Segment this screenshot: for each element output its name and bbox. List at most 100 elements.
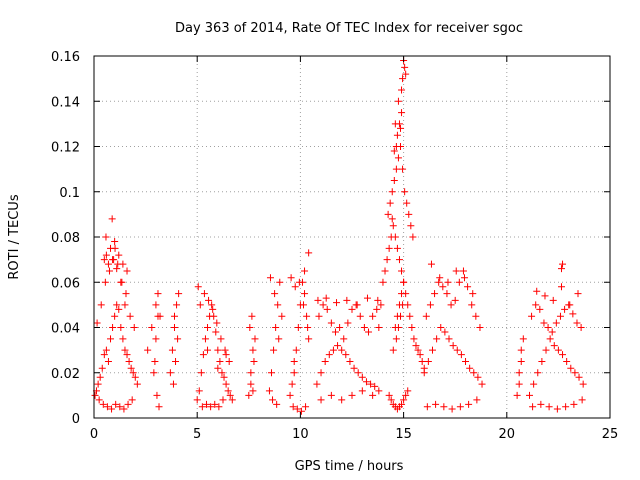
grid-lines [94, 56, 610, 418]
x-tick-label: 25 [602, 427, 619, 442]
data-point [544, 324, 552, 331]
data-point [170, 312, 178, 320]
data-point [266, 274, 274, 282]
data-point [170, 324, 178, 331]
data-point [210, 312, 218, 320]
data-point [125, 357, 133, 365]
data-point [440, 403, 448, 411]
data-point [273, 400, 281, 408]
data-point [397, 312, 405, 320]
data-point [392, 335, 400, 343]
data-point [402, 70, 410, 78]
data-point [123, 267, 131, 275]
x-tick-label: 15 [395, 427, 412, 442]
data-point [574, 290, 582, 298]
data-point [245, 391, 253, 399]
data-point [346, 357, 354, 365]
data-point [121, 301, 129, 309]
data-point [571, 369, 579, 377]
data-point [391, 120, 399, 128]
data-point [468, 301, 476, 309]
data-point [338, 346, 346, 354]
data-point [133, 380, 141, 388]
data-point [562, 403, 570, 411]
data-point [108, 215, 116, 223]
data-point [399, 75, 407, 83]
data-point [401, 188, 409, 196]
data-point [350, 364, 358, 372]
data-point [393, 244, 401, 252]
data-point [422, 312, 430, 320]
data-point [533, 287, 541, 295]
y-tick-label: 0.06 [51, 276, 80, 291]
data-point [305, 249, 313, 257]
data-point [455, 278, 463, 286]
data-point [103, 403, 111, 411]
data-point [322, 294, 330, 302]
data-point [216, 357, 224, 365]
data-point [299, 301, 307, 309]
data-point [128, 396, 136, 404]
y-axis-label: ROTI / TECUs [7, 194, 22, 279]
data-point [104, 357, 112, 365]
data-point [213, 319, 221, 327]
y-tick-labels: 0 0.02 0.04 0.06 0.08 0.1 0.12 0.14 0.16 [51, 50, 80, 427]
data-point [327, 319, 335, 327]
data-point [517, 357, 525, 365]
data-point [224, 387, 232, 395]
data-point [375, 387, 383, 395]
data-point [400, 396, 408, 404]
data-point [113, 301, 121, 309]
data-point [286, 391, 294, 399]
data-point [549, 296, 557, 304]
data-point [226, 391, 234, 399]
data-point [246, 324, 254, 331]
data-point [194, 283, 202, 291]
data-point [569, 310, 577, 318]
data-point [222, 351, 230, 359]
data-point [399, 301, 407, 309]
data-point [340, 335, 348, 343]
data-point [120, 405, 128, 413]
data-point [420, 369, 428, 377]
data-point [427, 260, 435, 268]
data-point [579, 380, 587, 388]
data-point [214, 364, 222, 372]
data-point [197, 369, 205, 377]
data-point [109, 256, 117, 264]
data-point [451, 296, 459, 304]
data-point [327, 391, 335, 399]
data-point [301, 290, 309, 298]
data-point [389, 222, 397, 230]
data-point [436, 274, 444, 282]
data-point [474, 373, 482, 381]
data-point [121, 346, 129, 354]
data-point [214, 346, 222, 354]
data-point [362, 378, 370, 386]
data-point [542, 346, 550, 354]
data-point [449, 342, 457, 350]
data-point [381, 267, 389, 275]
data-point [444, 278, 452, 286]
data-points [91, 57, 587, 415]
data-point [154, 312, 162, 320]
data-point [534, 369, 542, 377]
data-point [196, 301, 204, 309]
data-point [388, 215, 396, 223]
data-point [169, 380, 177, 388]
data-point [292, 346, 300, 354]
data-point [172, 357, 180, 365]
data-point [536, 305, 544, 313]
data-point [333, 299, 341, 307]
data-point [389, 346, 397, 354]
data-point [409, 233, 417, 241]
data-point [215, 403, 223, 411]
data-point [204, 324, 212, 331]
data-point [439, 283, 447, 291]
data-point [321, 357, 329, 365]
data-point [553, 405, 561, 413]
data-point [109, 324, 117, 331]
data-point [342, 351, 350, 359]
data-point [289, 403, 297, 411]
data-point [567, 364, 575, 372]
